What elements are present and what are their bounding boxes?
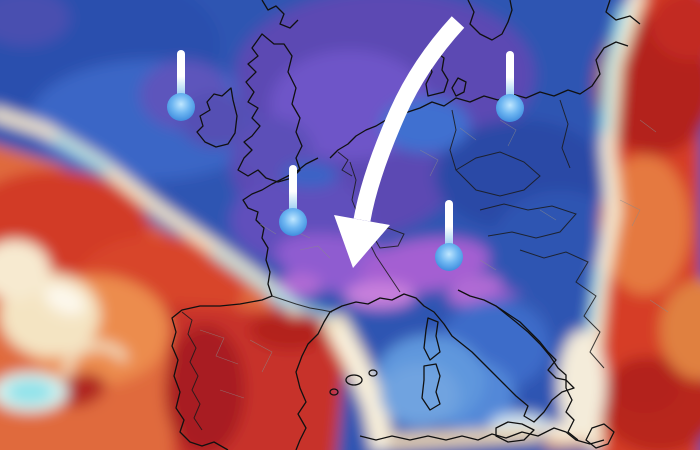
border-poland-east xyxy=(559,99,571,169)
anomaly-blob xyxy=(0,108,305,318)
coastline-adriatic-east xyxy=(495,305,579,441)
coastlines xyxy=(171,0,641,450)
coastline-great-britain xyxy=(237,33,303,183)
coastline-peloponnese xyxy=(585,423,615,449)
anomaly-blob xyxy=(380,363,460,427)
coastline-france-iberia xyxy=(171,157,319,450)
cold-air-arrow-head xyxy=(334,215,390,268)
border-austria-hungary xyxy=(479,203,577,239)
anomaly-blob xyxy=(54,373,106,407)
anomaly-blob xyxy=(0,240,50,300)
coastline-ibiza xyxy=(329,388,339,396)
border-benelux xyxy=(337,151,353,177)
coastline-sweden xyxy=(467,0,513,41)
anomaly-blob xyxy=(250,310,330,350)
anomaly-blob xyxy=(53,135,110,173)
anomaly-blob xyxy=(334,327,387,450)
anomaly-blob xyxy=(6,380,54,404)
anomaly-blob xyxy=(600,5,628,133)
anomaly-blob xyxy=(610,357,680,413)
coastline-north-africa xyxy=(359,427,605,445)
anomaly-blob xyxy=(180,92,250,148)
anomaly-blob xyxy=(660,280,700,380)
coastline-norway xyxy=(261,0,299,29)
border-germany-poland xyxy=(449,109,457,171)
anomaly-blob xyxy=(0,0,70,46)
anomaly-blob xyxy=(165,325,245,450)
border-pyrenees xyxy=(271,295,333,313)
coastline-finland xyxy=(605,0,641,25)
coastline-ireland xyxy=(196,87,238,148)
coastline-mallorca xyxy=(345,374,363,386)
anomaly-blob xyxy=(278,273,322,297)
coastline-corsica xyxy=(423,317,441,361)
coastline-sardinia xyxy=(421,363,441,411)
anomaly-blob xyxy=(345,281,415,309)
coastline-italy-west xyxy=(329,289,575,423)
coastline-spain-med xyxy=(295,311,331,450)
anomaly-blob xyxy=(600,155,690,295)
cold-air-arrow xyxy=(334,16,465,268)
anomaly-blob xyxy=(389,427,541,449)
border-czechia xyxy=(455,151,541,197)
anomaly-blob xyxy=(650,0,700,60)
anomaly-blob xyxy=(44,284,86,316)
anomaly-blob xyxy=(558,330,606,440)
coastline-menorca xyxy=(368,369,378,377)
border-balkans xyxy=(519,249,605,369)
coastline-north-sea-baltic xyxy=(329,41,629,159)
coastline-sicily xyxy=(495,421,535,443)
anomaly-blob xyxy=(62,341,129,383)
cold-air-arrow-shaft xyxy=(353,16,465,222)
border-portugal-spain xyxy=(181,311,203,431)
